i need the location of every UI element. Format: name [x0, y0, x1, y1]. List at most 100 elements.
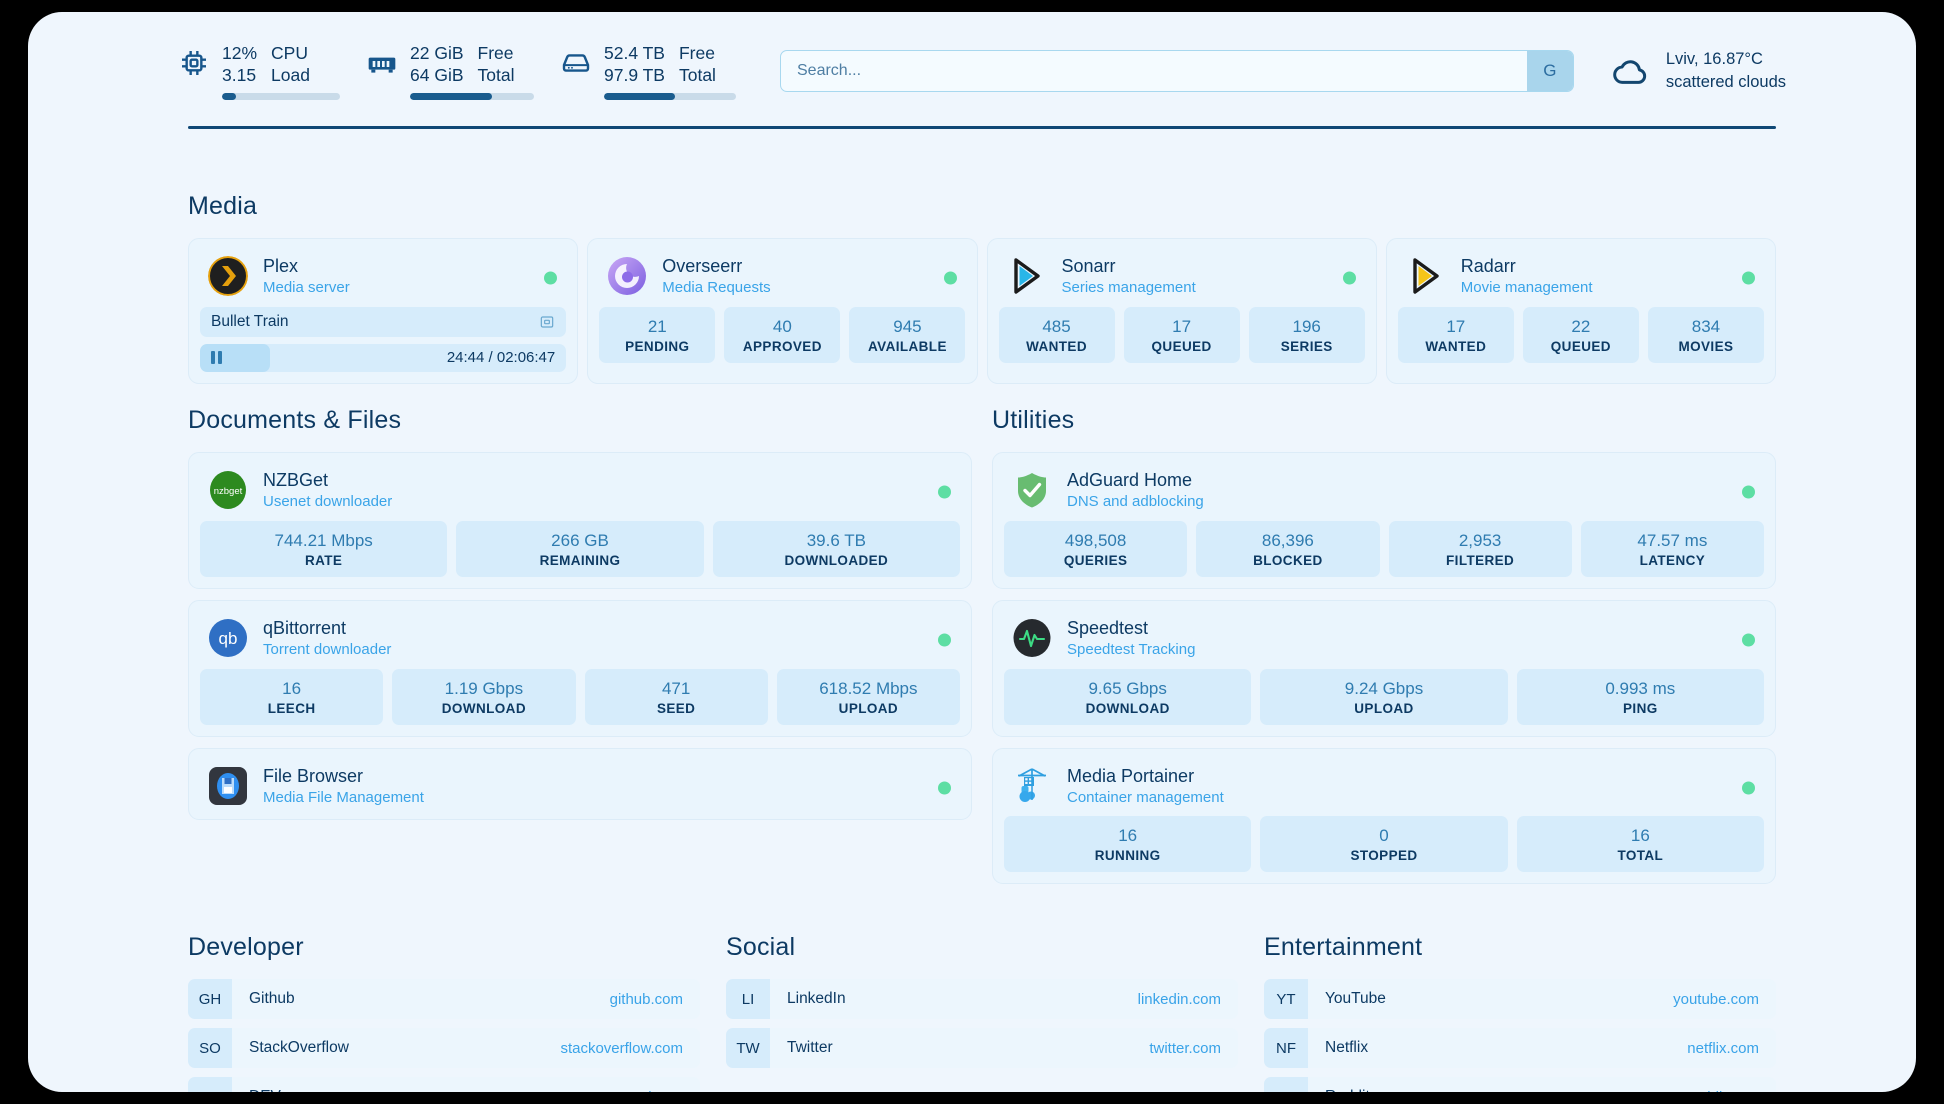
bookmark-link[interactable]: GH Github github.com	[188, 979, 700, 1020]
dashboard-page: 12% 3.15 CPU Load	[28, 12, 1916, 1092]
stat-value: 498,508	[1064, 530, 1127, 550]
cpu-label-primary: CPU	[271, 42, 308, 63]
cast-icon[interactable]	[539, 314, 555, 330]
bookmark-group-title: Social	[726, 933, 796, 962]
bookmark-name: Netflix	[1325, 1039, 1369, 1057]
stat-label: LATENCY	[1639, 552, 1706, 568]
status-badge	[544, 271, 558, 285]
stat-value: 618.52 Mbps	[819, 678, 918, 698]
cpu-value-primary: 12%	[222, 42, 258, 63]
bookmark-abbr: LI	[726, 979, 770, 1020]
stat-value: 2,953	[1458, 530, 1502, 550]
stat-label: LEECH	[267, 700, 316, 716]
weather-location-temp: Lviv, 16.87°C	[1665, 50, 1763, 69]
overseerr-logo	[607, 256, 647, 296]
stat-label: STOPPED	[1350, 848, 1418, 864]
bookmark-link[interactable]: SO StackOverflow stackoverflow.com	[188, 1028, 700, 1069]
stat-value: 21	[647, 316, 667, 336]
stat-value: 945	[893, 316, 922, 336]
stat-value: 47.57 ms	[1637, 530, 1708, 550]
bookmark-link[interactable]: RE Reddit reddit.com	[1264, 1077, 1776, 1092]
bookmarks-area: Developer GH Github github.com SO StackO…	[188, 933, 1776, 1092]
service-card-radarr[interactable]: Radarr Movie management 17 WANTED 22 QUE…	[1385, 238, 1776, 384]
service-card-media-portainer[interactable]: Media Portainer Container management 16 …	[992, 747, 1776, 885]
service-card-speedtest[interactable]: Speedtest Speedtest Tracking 9.65 Gbps D…	[992, 599, 1776, 737]
now-playing-title: Bullet Train	[211, 312, 289, 330]
bookmark-url: github.com	[609, 990, 683, 1008]
card-header: Sonarr Series management	[999, 250, 1365, 307]
cpu-value-secondary: 3.15	[222, 65, 257, 85]
status-badge	[1742, 781, 1755, 795]
stat-value: 16	[1630, 826, 1650, 846]
stat-tile: 17 WANTED	[1397, 306, 1514, 363]
stat-tile: 16 TOTAL	[1516, 816, 1764, 873]
cpu-usage-bar	[222, 93, 340, 101]
stat-label: PING	[1623, 700, 1658, 716]
stat-tile: 40 APPROVED	[724, 306, 841, 363]
service-description: Media File Management	[263, 788, 424, 806]
stat-label: MOVIES	[1678, 338, 1734, 354]
service-name: Speedtest	[1067, 617, 1149, 638]
stat-tile: 39.6 TB DOWNLOADED	[712, 520, 960, 577]
stat-tile: 17 QUEUED	[1123, 306, 1240, 363]
stat-value: 0	[1379, 826, 1389, 846]
service-card-qbittorrent[interactable]: qb qBittorrent Torrent downloader 16 LEE…	[188, 599, 972, 737]
memory-label-primary: Free	[477, 42, 514, 63]
service-description: Usenet downloader	[263, 493, 393, 511]
bookmark-group-title: Entertainment	[1264, 933, 1423, 962]
memory-value-primary: 22 GiB	[410, 42, 464, 63]
stat-value: 86,396	[1261, 530, 1314, 550]
service-card-overseerr[interactable]: Overseerr Media Requests 21 PENDING 40 A…	[587, 238, 978, 384]
stat-label: UPLOAD	[838, 700, 899, 716]
service-name: Plex	[263, 256, 299, 276]
stat-tile: 86,396 BLOCKED	[1196, 520, 1380, 577]
bookmark-link[interactable]: TW Twitter twitter.com	[726, 1028, 1238, 1069]
card-header: Radarr Movie management	[1398, 250, 1764, 307]
disk-value-primary: 52.4 TB	[604, 42, 665, 63]
utilities-column: Utilities AdGuard Home DNS and adblocki	[992, 406, 1776, 895]
bookmark-link[interactable]: LI LinkedIn linkedin.com	[726, 979, 1238, 1020]
service-card-sonarr[interactable]: Sonarr Series management 485 WANTED 17 Q…	[986, 238, 1377, 384]
search-input[interactable]	[781, 51, 1527, 91]
service-name: Sonarr	[1061, 256, 1116, 276]
service-description: Media Requests	[662, 279, 771, 297]
playback-time: 24:44 / 02:06:47	[446, 349, 556, 367]
search-submit-button[interactable]: G	[1526, 51, 1573, 91]
bookmark-name: YouTube	[1325, 990, 1386, 1008]
bookmark-group-social: Social LI LinkedIn linkedin.com TW Twitt…	[726, 933, 1238, 1092]
stat-value: 196	[1292, 316, 1321, 336]
service-card-file-browser[interactable]: File Browser Media File Management	[188, 747, 972, 821]
service-card-adguard-home[interactable]: AdGuard Home DNS and adblocking 498,508 …	[992, 451, 1776, 589]
bookmark-link[interactable]: YT YouTube youtube.com	[1264, 979, 1776, 1020]
status-badge	[938, 781, 951, 795]
memory-value-secondary: 64 GiB	[410, 65, 464, 85]
stat-tiles: 744.21 Mbps RATE 266 GB REMAINING 39.6 T…	[200, 520, 960, 577]
stat-value: 40	[772, 316, 792, 336]
stat-tiles: 485 WANTED 17 QUEUED 196 SERIES	[998, 306, 1365, 363]
cloud-icon	[1610, 50, 1652, 92]
pause-icon[interactable]	[211, 351, 222, 365]
service-description: DNS and adblocking	[1067, 493, 1204, 511]
stat-tile: 266 GB REMAINING	[456, 520, 704, 577]
bookmark-link[interactable]: NF Netflix netflix.com	[1264, 1028, 1776, 1069]
service-card-nzbget[interactable]: nzbget NZBGet Usenet downloader 744.21 M…	[188, 451, 972, 589]
stat-label: RATE	[304, 552, 343, 568]
stat-tiles: 21 PENDING 40 APPROVED 945 AVAILABLE	[599, 306, 966, 363]
stat-label: WANTED	[1026, 338, 1087, 354]
plex-progress-bar[interactable]: 24:44 / 02:06:47	[200, 343, 567, 372]
bookmark-name: StackOverflow	[249, 1039, 349, 1057]
system-stats-group: 12% 3.15 CPU Load	[178, 42, 736, 101]
stat-label: WANTED	[1425, 338, 1487, 354]
memory-stat-widget: 22 GiB 64 GiB Free Total	[366, 42, 534, 101]
service-description: Container management	[1067, 788, 1224, 806]
bookmark-link[interactable]: DT DEV dev.to	[188, 1077, 700, 1092]
service-card-plex[interactable]: Plex Media server Bullet Train	[188, 238, 579, 384]
stat-value: 0.993 ms	[1605, 678, 1676, 698]
search-box[interactable]: G	[780, 50, 1574, 92]
plex-now-playing[interactable]: Bullet Train	[200, 306, 567, 337]
status-badge	[1742, 633, 1755, 647]
portainer-logo	[1012, 766, 1052, 806]
service-description: Torrent downloader	[263, 641, 392, 659]
stat-value: 266 GB	[551, 530, 609, 550]
service-name: File Browser	[263, 765, 364, 786]
